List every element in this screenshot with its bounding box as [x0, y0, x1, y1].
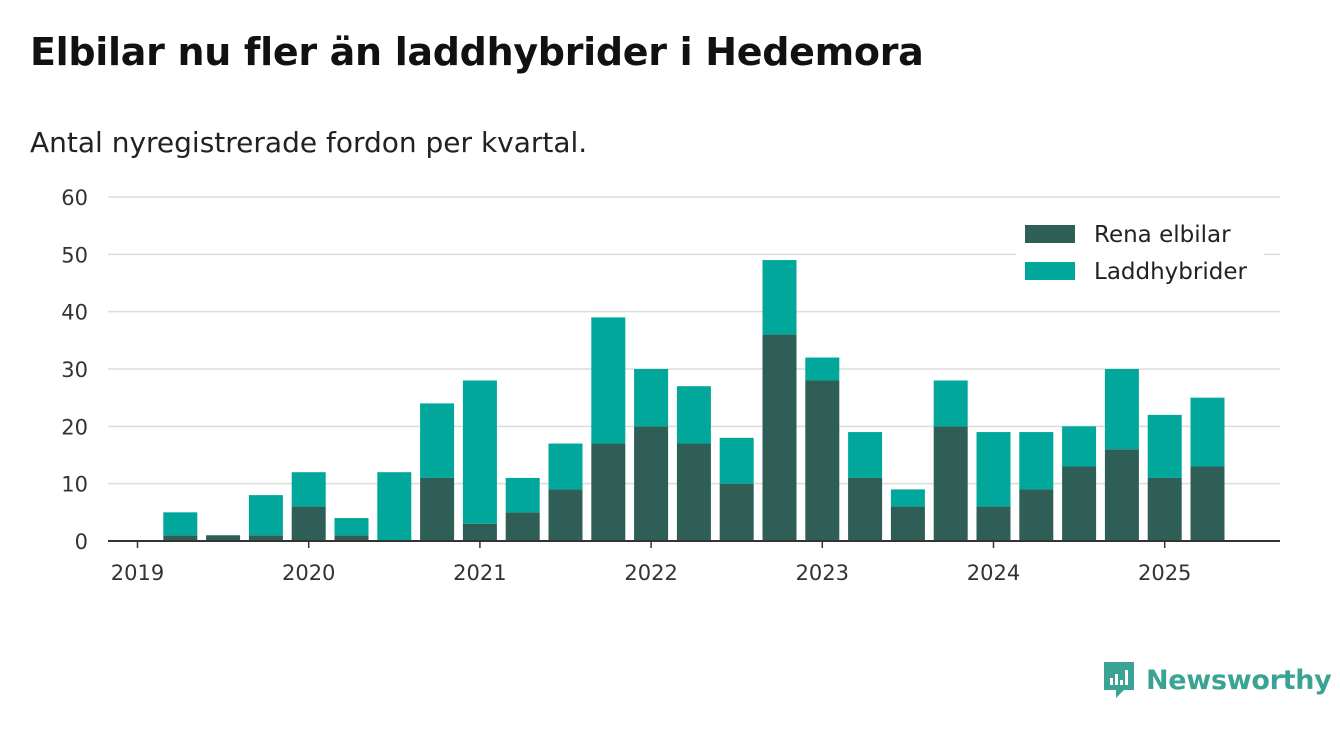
bar-laddhybrider [420, 403, 455, 478]
legend-swatch [1025, 262, 1075, 280]
bar-laddhybrider [676, 386, 711, 444]
bar-rena-elbilar [591, 443, 626, 541]
axes: 0 10 20 30 40 50 60 2019 2020 2021 2022 2023 2024 202… [61, 186, 1280, 585]
x-tick-label: 2025 [1138, 561, 1191, 585]
bar-rena-elbilar [334, 535, 369, 541]
x-tick-label: 2020 [282, 561, 335, 585]
bar-laddhybrider [248, 495, 283, 536]
bar-rena-elbilar [976, 506, 1011, 541]
bar-rena-elbilar [890, 506, 925, 541]
bar-laddhybrider [933, 380, 968, 427]
bar-rena-elbilar [548, 489, 583, 541]
bar-rena-elbilar [1062, 466, 1097, 541]
bar-rena-elbilar [206, 535, 241, 541]
y-tick-label: 50 [61, 243, 88, 267]
bar-laddhybrider [291, 472, 326, 507]
y-tick-label: 20 [61, 415, 88, 439]
bar-rena-elbilar [1147, 477, 1182, 541]
bars [163, 260, 1225, 541]
legend-label: Rena elbilar [1094, 222, 1231, 248]
chart-subtitle: Antal nyregistrerade fordon per kvartal. [30, 126, 588, 159]
bar-rena-elbilar [462, 523, 497, 541]
bar-rena-elbilar [719, 483, 754, 541]
bar-rena-elbilar [848, 477, 883, 541]
bar-laddhybrider [163, 512, 198, 536]
bar-rena-elbilar [248, 535, 283, 541]
y-tick-label: 40 [61, 301, 88, 325]
bar-laddhybrider [805, 357, 840, 381]
x-tick-label: 2023 [796, 561, 849, 585]
bar-rena-elbilar [1019, 489, 1054, 541]
bar-rena-elbilar [762, 334, 797, 541]
bar-rena-elbilar [291, 506, 326, 541]
legend-swatch [1025, 225, 1075, 243]
chart-title: Elbilar nu fler än laddhybrider i Hedemo… [30, 30, 924, 74]
bar-laddhybrider [334, 518, 369, 536]
bar-laddhybrider [377, 472, 412, 541]
legend-label: Laddhybrider [1094, 259, 1247, 285]
bar-laddhybrider [1019, 432, 1054, 490]
x-tick-label: 2019 [111, 561, 164, 585]
y-tick-label: 10 [61, 473, 88, 497]
bar-laddhybrider [505, 477, 540, 513]
newsworthy-brand: Newsworthy [1102, 660, 1332, 700]
bar-laddhybrider [591, 317, 626, 444]
bar-rena-elbilar [1190, 466, 1225, 541]
bar-rena-elbilar [420, 477, 455, 541]
brand-name: Newsworthy [1146, 664, 1332, 696]
x-tick-label: 2022 [624, 561, 677, 585]
bar-laddhybrider [890, 489, 925, 507]
x-tick-label: 2024 [967, 561, 1020, 585]
bar-laddhybrider [976, 432, 1011, 507]
bar-laddhybrider [462, 380, 497, 524]
bar-laddhybrider [548, 443, 583, 490]
bar-laddhybrider [848, 432, 883, 478]
y-tick-label: 60 [61, 186, 88, 210]
bar-laddhybrider [634, 369, 669, 427]
bar-rena-elbilar [805, 380, 840, 541]
bar-rena-elbilar [505, 512, 540, 541]
x-tick-label: 2021 [453, 561, 506, 585]
legend: Rena elbilar Laddhybrider [1016, 216, 1264, 290]
bar-laddhybrider [1062, 426, 1097, 467]
bar-rena-elbilar [634, 426, 669, 541]
bar-rena-elbilar [933, 426, 968, 541]
bar-laddhybrider [1190, 397, 1225, 467]
bar-laddhybrider [1147, 414, 1182, 478]
bar-laddhybrider [719, 437, 754, 484]
bar-rena-elbilar [676, 443, 711, 541]
bar-rena-elbilar [163, 535, 198, 541]
bar-laddhybrider [762, 260, 797, 335]
bar-laddhybrider [1104, 369, 1139, 450]
y-tick-label: 0 [75, 530, 88, 554]
y-tick-label: 30 [61, 358, 88, 382]
bar-rena-elbilar [1104, 449, 1139, 541]
newsworthy-logo-icon [1104, 662, 1134, 698]
